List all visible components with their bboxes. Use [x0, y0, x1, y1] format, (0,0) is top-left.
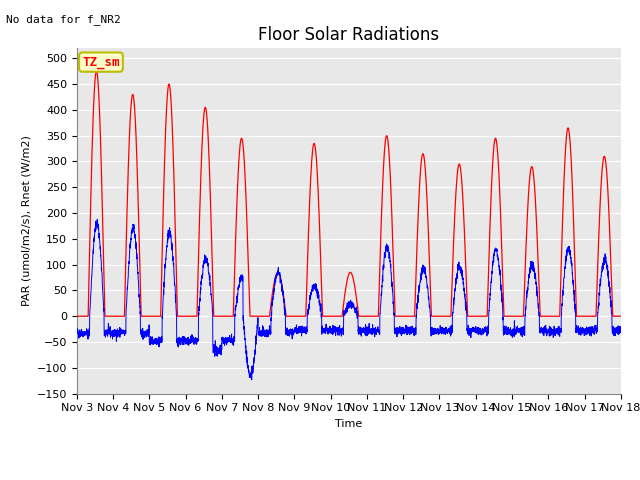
Y-axis label: PAR (umol/m2/s), Rnet (W/m2): PAR (umol/m2/s), Rnet (W/m2) [21, 135, 31, 306]
Text: TZ_sm: TZ_sm [82, 56, 120, 69]
Title: Floor Solar Radiations: Floor Solar Radiations [258, 25, 440, 44]
Text: No data for f_NR2: No data for f_NR2 [6, 14, 121, 25]
X-axis label: Time: Time [335, 419, 362, 429]
Legend: q_line, NR1: q_line, NR1 [265, 475, 433, 480]
